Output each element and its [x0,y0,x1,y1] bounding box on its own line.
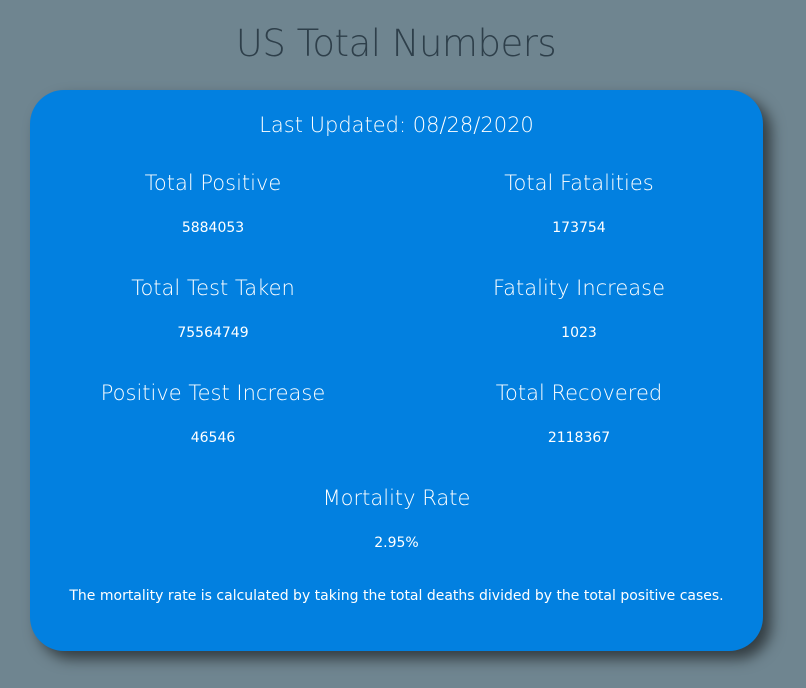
stat-label: Total Recovered [396,379,762,407]
stat-total-test-taken: Total Test Taken 75564749 [30,274,396,342]
stat-total-fatalities: Total Fatalities 173754 [396,169,762,237]
stat-value: 5884053 [30,219,396,237]
stat-value: 173754 [396,219,762,237]
stat-label: Positive Test Increase [30,379,396,407]
stat-label: Fatality Increase [396,274,762,302]
stat-label: Total Positive [30,169,396,197]
stat-mortality-rate: Mortality Rate 2.95% [30,484,763,552]
stat-value: 1023 [396,324,762,342]
stat-label: Mortality Rate [30,484,763,512]
last-updated-text: Last Updated: 08/28/2020 [30,113,763,137]
stat-positive-test-increase: Positive Test Increase 46546 [30,379,396,447]
stat-value: 75564749 [30,324,396,342]
stat-total-recovered: Total Recovered 2118367 [396,379,762,447]
page-title: US Total Numbers [0,22,792,65]
stat-label: Total Fatalities [396,169,762,197]
stat-value: 2.95% [30,534,763,552]
mortality-rate-note: The mortality rate is calculated by taki… [30,588,763,604]
stat-value: 46546 [30,429,396,447]
stat-fatality-increase: Fatality Increase 1023 [396,274,762,342]
stat-total-positive: Total Positive 5884053 [30,169,396,237]
stat-label: Total Test Taken [30,274,396,302]
stats-card: Last Updated: 08/28/2020 Total Positive … [30,90,763,651]
stat-value: 2118367 [396,429,762,447]
